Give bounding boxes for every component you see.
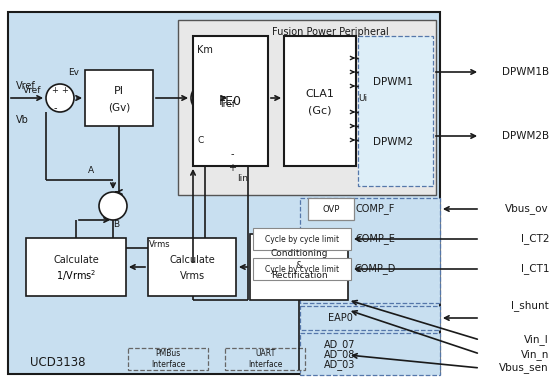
Text: B: B (113, 219, 119, 228)
Bar (193, 36, 268, 166)
Text: Vref: Vref (16, 81, 36, 91)
Bar (8, 12, 440, 374)
Bar (148, 238, 236, 296)
Text: Ev: Ev (68, 68, 79, 77)
Bar (308, 198, 354, 220)
Text: I_CT2: I_CT2 (520, 233, 549, 244)
Text: Vrms: Vrms (149, 240, 170, 249)
Bar (128, 348, 208, 370)
Text: Iin: Iin (237, 173, 248, 182)
Text: +: + (62, 86, 68, 95)
Text: I_shunt: I_shunt (512, 301, 549, 312)
Text: Calculate: Calculate (53, 255, 99, 265)
Text: DPWM2B: DPWM2B (502, 131, 549, 141)
Text: DPWM2: DPWM2 (373, 137, 413, 147)
Bar (178, 20, 436, 195)
Text: Iref: Iref (220, 100, 235, 109)
Text: COMP_E: COMP_E (355, 233, 395, 244)
Text: Calculate: Calculate (169, 255, 215, 265)
Text: C: C (197, 135, 204, 144)
Text: AD_07: AD_07 (324, 340, 356, 350)
Bar (284, 36, 356, 166)
Text: -: - (53, 103, 57, 113)
Text: COMP_D: COMP_D (354, 263, 395, 275)
Text: Conditioning: Conditioning (270, 249, 328, 259)
Text: PI: PI (114, 86, 124, 96)
Text: Vin_n: Vin_n (521, 350, 549, 361)
Text: (Gv): (Gv) (108, 102, 130, 112)
Circle shape (46, 84, 74, 112)
Text: DPWM1: DPWM1 (373, 77, 413, 87)
Bar (300, 333, 440, 375)
Text: +: + (228, 163, 236, 173)
Text: AD_08: AD_08 (324, 350, 356, 361)
Bar (225, 348, 305, 370)
Text: Vbus_ov: Vbus_ov (505, 203, 549, 214)
Text: Vref: Vref (23, 86, 41, 95)
Text: DPWM1B: DPWM1B (502, 67, 549, 77)
Text: &: & (295, 261, 303, 270)
Text: UCD3138: UCD3138 (30, 356, 85, 368)
Text: Vbus_sen: Vbus_sen (499, 363, 549, 373)
Text: (Gc): (Gc) (308, 105, 332, 115)
Text: CLA1: CLA1 (306, 89, 334, 99)
Text: A: A (88, 165, 94, 175)
Text: -: - (230, 149, 234, 159)
Text: Vrms: Vrms (179, 271, 205, 281)
Text: +: + (52, 86, 58, 95)
Text: EAP0: EAP0 (328, 313, 353, 323)
Circle shape (191, 84, 219, 112)
Bar (300, 306, 440, 330)
Text: UART
Interface: UART Interface (248, 349, 282, 369)
Text: I_CT1: I_CT1 (520, 263, 549, 275)
Text: FE0: FE0 (218, 95, 241, 107)
Text: Cycle by cycle limit: Cycle by cycle limit (265, 235, 339, 244)
Bar (253, 258, 351, 280)
Bar (250, 234, 348, 300)
Bar (253, 228, 351, 250)
Bar (358, 36, 433, 186)
Bar (85, 70, 153, 126)
Text: Ui: Ui (358, 93, 367, 102)
Text: Rectification: Rectification (271, 272, 327, 280)
Text: Cycle by cycle limit: Cycle by cycle limit (265, 265, 339, 273)
Text: PMBus
Interface: PMBus Interface (151, 349, 185, 369)
Circle shape (99, 192, 127, 220)
Text: 1/Vrms$^2$: 1/Vrms$^2$ (56, 268, 96, 284)
Text: Fusion Power Peripheral: Fusion Power Peripheral (272, 27, 389, 37)
Text: OVP: OVP (322, 205, 340, 214)
Text: Km: Km (197, 45, 213, 55)
Text: Vin_I: Vin_I (524, 335, 549, 345)
Text: COMP_F: COMP_F (355, 203, 395, 214)
Text: AD_03: AD_03 (324, 359, 356, 370)
Bar (26, 238, 126, 296)
Text: Vb: Vb (16, 115, 29, 125)
Bar (300, 198, 440, 303)
